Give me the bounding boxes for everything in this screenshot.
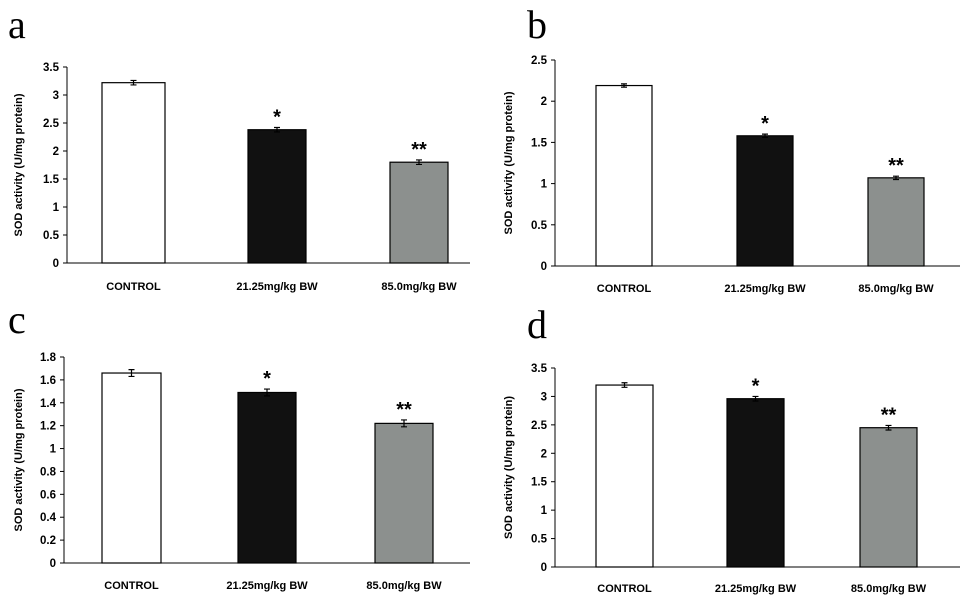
panel-letter: d [527,302,547,347]
error-bar-3 [401,419,407,428]
y-tick-label: 3.5 [43,62,60,74]
y-tick-label: 0 [53,258,59,270]
panel-d: d 0 0.5 1 1.5 2 2.5 3 3.5 SOD activity (U/mg prot… [503,302,960,595]
error-bar-3 [893,175,899,181]
y-tick-label: 3.5 [531,363,548,375]
error-bar-1 [130,79,137,86]
y-tick-label: 1.8 [40,352,57,364]
error-bar-3 [416,159,422,166]
panel-b: b 0 0.5 1 1.5 2 2.5 SOD activity (U/mg protein)… [503,2,960,295]
error-bar-1 [621,382,628,388]
significance-mark: * [752,375,760,397]
bar-3 [374,422,434,564]
category-label: 85.0mg/kg BW [366,580,442,592]
y-tick-label: 2 [53,146,59,158]
y-tick-label: 2.5 [43,118,60,130]
y-tick-label: 1.4 [40,398,57,410]
y-tick-label: 0.4 [40,512,57,524]
bar-2 [247,129,307,264]
y-axis-title: SOD activity (U/mg protein) [503,396,515,539]
y-tick-label: 3 [53,90,59,102]
y-tick-label: 3 [541,391,547,403]
bar-3 [867,177,925,267]
y-tick-label: 1.5 [531,137,548,149]
y-tick-label: 1 [53,202,60,214]
panel-letter: c [8,297,26,342]
bar-1 [595,84,653,267]
error-bar-2 [762,133,768,139]
error-bar-2 [264,388,270,397]
category-label: CONTROL [597,583,652,595]
y-tick-label: 1.5 [531,477,548,489]
y-tick-label: 0 [50,558,56,570]
y-tick-label: 1.5 [43,174,60,186]
bar-3 [389,161,449,264]
panel-letter: a [8,2,26,47]
bar-1 [595,384,654,568]
y-axis-title: SOD activity (U/mg protein) [13,93,25,236]
y-tick-label: 0.2 [40,535,56,547]
category-label: 21.25mg/kg BW [715,583,797,595]
y-tick-label: 1 [541,505,548,517]
panel-c: c 0 0.2 0.4 0.6 0.8 1 1.2 1.4 1.6 1.8 SOD activity … [8,297,470,592]
y-tick-label: 0.5 [531,534,548,546]
y-tick-label: 0.6 [40,489,56,501]
significance-mark: * [263,368,271,390]
y-tick-label: 2.5 [531,55,548,67]
y-tick-label: 2 [541,96,547,108]
bar-1 [101,82,166,264]
panel-a: a 0 0.5 1 1.5 2 2.5 3 3.5 SOD activity (U/mg prot… [8,2,470,293]
significance-mark: ** [888,155,904,177]
y-tick-label: 0.5 [43,230,60,242]
bar-2 [736,135,794,267]
category-label: 21.25mg/kg BW [236,281,318,293]
bar-2 [237,391,297,564]
error-bar-2 [274,126,280,133]
category-label: 21.25mg/kg BW [226,580,308,592]
error-bar-2 [752,395,759,402]
y-axis-title: SOD activity (U/mg protein) [503,91,515,234]
category-label: 85.0mg/kg BW [851,583,927,595]
error-bar-3 [885,424,892,431]
category-label: CONTROL [597,283,652,295]
category-label: CONTROL [106,281,161,293]
significance-mark: ** [411,139,427,161]
error-bar-1 [621,83,627,88]
y-tick-label: 1 [541,179,548,191]
panel-letter: b [527,2,547,47]
y-tick-label: 1 [50,444,57,456]
significance-mark: ** [881,404,897,426]
y-tick-label: 0.8 [40,466,57,478]
bar-2 [726,398,785,568]
y-tick-label: 0 [541,261,547,273]
significance-mark: * [761,113,769,135]
error-bar-1 [128,368,135,378]
y-tick-label: 1.2 [40,421,56,433]
y-tick-label: 1.6 [40,375,56,387]
significance-mark: ** [396,399,412,421]
category-label: 21.25mg/kg BW [724,283,806,295]
significance-mark: * [273,106,281,128]
category-label: CONTROL [104,580,159,592]
y-axis-title: SOD activity (U/mg protein) [13,388,25,531]
y-tick-label: 0.5 [531,220,548,232]
category-label: 85.0mg/kg BW [858,283,934,295]
bar-1 [101,372,162,564]
y-tick-label: 0 [541,562,547,574]
bar-3 [859,427,918,568]
y-tick-label: 2 [541,448,547,460]
category-label: 85.0mg/kg BW [381,281,457,293]
y-tick-label: 2.5 [531,420,548,432]
